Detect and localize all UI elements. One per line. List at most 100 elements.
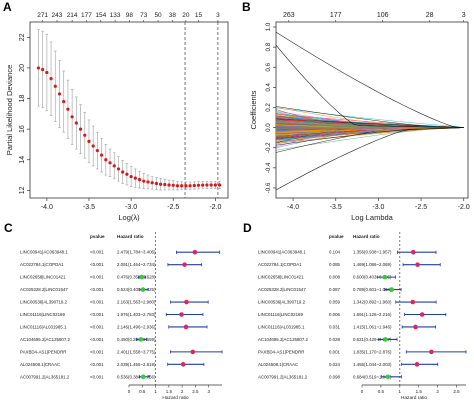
hr-label: 1.976(1.403~2.783): [117, 312, 156, 317]
pvalue-label: 0.024: [329, 362, 341, 367]
cv-point: [49, 77, 53, 81]
top-axis-label: 98: [126, 12, 134, 19]
x-tick-label: 0: [128, 389, 131, 394]
pvalue-label: <0.001: [90, 262, 104, 267]
x-tick-label: -3.5: [83, 204, 95, 211]
x-axis-label: Log(λ): [118, 213, 140, 222]
hr-point: [139, 274, 144, 280]
panel-letter-b: B: [242, 0, 251, 14]
panel-letter-a: A: [3, 0, 12, 14]
top-axis-label: 271: [37, 12, 48, 19]
cv-point: [66, 107, 70, 111]
hr-label: 0.600(0.403~0.885): [353, 275, 392, 280]
top-axis-label: 28: [426, 12, 434, 19]
top-axis-label: 263: [283, 12, 295, 19]
gene-label: AC025328.2|LINC01547: [258, 287, 306, 292]
gene-label: LINC01116|LINC02169: [20, 312, 65, 317]
gene-label: AC104695.2|AC125807.2: [258, 337, 309, 342]
x-tick-label: 1: [154, 389, 157, 394]
col-header-hazard-ratio: Hazard ratio: [117, 234, 144, 239]
hr-label: 1.356(0.938~1.957): [353, 250, 392, 255]
y-axis-label: Coefficients: [249, 90, 258, 129]
cv-point: [192, 183, 196, 188]
hr-label: 2.091(1.464~2.734): [117, 262, 156, 267]
top-axis-label: 20: [182, 12, 190, 19]
pvalue-label: <0.001: [90, 287, 104, 292]
hr-point: [383, 337, 388, 342]
pvalue-label: <0.001: [90, 362, 104, 367]
hr-label: 1.342(0.892~1.960): [353, 300, 392, 305]
pvalue-label: 0.006: [329, 312, 341, 317]
panel-a-cv-curve: -4.0 -3.5 -3.0 -2.5 -2.0 12 14 16 18 20 22 271 243 21…: [5, 12, 229, 222]
gene-label: PAXBD4-AS1|PENDRR: [20, 349, 66, 354]
top-axis-label: 154: [95, 12, 106, 19]
gene-label: AL024508.1|CRAAC: [258, 362, 298, 367]
hr-point: [410, 249, 416, 255]
cv-point: [70, 115, 74, 119]
gene-label: LINC02658|LINC01421: [20, 275, 66, 280]
hr-point: [140, 374, 146, 380]
hr-point: [389, 287, 395, 292]
gene-label: LINC00941|AC063948.1: [20, 250, 68, 255]
pvalue-label: <0.001: [90, 300, 104, 305]
cv-point: [213, 183, 217, 187]
hr-point: [413, 324, 418, 330]
x-tick-label: 2: [436, 389, 439, 394]
x-tick-label: 3: [207, 389, 210, 394]
cv-point: [108, 161, 112, 165]
gene-label: LINC00941|AC063948.1: [258, 250, 306, 255]
cv-point: [137, 178, 142, 182]
y-tick-label: 0.4: [265, 83, 272, 92]
top-axis-label: 177: [81, 12, 92, 19]
x-axis-label: Hazard ratio: [162, 395, 188, 401]
hr-point: [415, 262, 420, 267]
top-axis-label: 214: [67, 12, 78, 19]
cv-point: [87, 139, 91, 143]
gene-label: AC007991.2|AL365181.2: [258, 374, 308, 379]
col-header-hazard-ratio: Hazard ratio: [353, 234, 380, 239]
y-tick-label: 0.8: [265, 42, 272, 51]
panel-b-coefficient-paths: -4.0 -3.5 -3.0 -2.5 -2.0 -0.6 -0.4 -0.2 0.0 0.2 0.…: [249, 12, 470, 222]
x-tick-label: 1.5: [416, 389, 423, 394]
y-tick-label: 0.2: [265, 103, 272, 112]
col-header-pvalue: pvalue: [329, 234, 344, 239]
hr-label: 0.536(0.384~0.756): [117, 374, 156, 379]
pvalue-label: <0.001: [90, 349, 104, 354]
hr-point: [183, 324, 189, 330]
hr-label: 0.621(0.429~0.927): [353, 337, 392, 342]
panel-letter-c: C: [4, 221, 13, 235]
x-tick-label: 2: [181, 389, 184, 394]
top-axis-label: 133: [110, 12, 121, 19]
hr-point: [184, 299, 189, 305]
top-axis-label: 38: [169, 12, 177, 19]
cv-point: [36, 66, 41, 70]
y-tick-label: 14: [19, 156, 26, 164]
gene-label: LINC01116|AL031985.1: [258, 324, 305, 329]
x-tick-label: -2.0: [209, 204, 221, 211]
cv-point: [78, 127, 83, 131]
hr-point: [429, 349, 434, 355]
cv-point: [142, 179, 146, 183]
top-axis-label: 3: [462, 12, 466, 19]
plot-frame: [29, 21, 229, 199]
x-axis-label: Log Lambda: [351, 213, 394, 222]
y-tick-label: 0.6: [265, 62, 272, 71]
pvalue-label: 0.059: [329, 300, 341, 305]
cv-point: [150, 181, 154, 185]
x-tick-label: -4.0: [41, 204, 53, 211]
hr-point: [385, 374, 391, 380]
pvalue-label: <0.001: [90, 337, 104, 342]
x-tick-label: 1.5: [166, 389, 173, 394]
cv-point: [104, 158, 108, 162]
pvalue-label: 0.085: [329, 262, 341, 267]
x-tick-label: -3.5: [330, 204, 342, 211]
cv-point: [146, 180, 150, 184]
x-tick-label: 0: [361, 389, 364, 394]
col-header-pvalue: pvalue: [90, 234, 105, 239]
y-axis-label: Partial Likelihood Deviance: [5, 65, 14, 155]
cv-point: [45, 70, 49, 75]
hr-label: 2.146(1.496~2.936): [117, 324, 156, 329]
gene-label: LINC01116|LINC02169: [258, 312, 303, 317]
panel-letter-d: D: [243, 221, 252, 235]
